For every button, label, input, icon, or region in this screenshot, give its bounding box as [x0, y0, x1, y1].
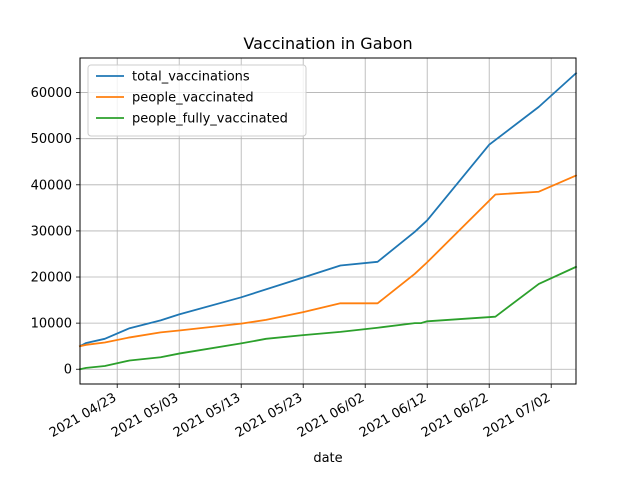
series-layer: [78, 71, 578, 371]
series-line-people-fully-vaccinated: [78, 265, 578, 371]
y-tick-label: 20000: [31, 271, 72, 286]
legend-label: total_vaccinations: [132, 70, 250, 85]
y-tick-label: 60000: [31, 86, 72, 101]
y-tick-label: 40000: [31, 178, 72, 193]
chart-title: Vaccination in Gabon: [243, 34, 412, 53]
legend: total_vaccinations people_vaccinatedpeopl…: [87, 64, 307, 137]
series-line-total-vaccinations: [78, 71, 578, 348]
plot-frame: [79, 57, 577, 385]
series-line-people-vaccinated: [78, 174, 578, 348]
y-tick-label: 10000: [31, 317, 72, 332]
y-tick-label: 0: [64, 363, 72, 378]
y-tick-label: 50000: [31, 132, 72, 147]
legend-box: [87, 64, 307, 137]
x-axis-title: date: [313, 451, 342, 466]
y-tick-label: 30000: [31, 224, 72, 239]
legend-label: people_fully_vaccinated: [132, 112, 288, 127]
legend-label: people_vaccinated: [132, 91, 254, 106]
